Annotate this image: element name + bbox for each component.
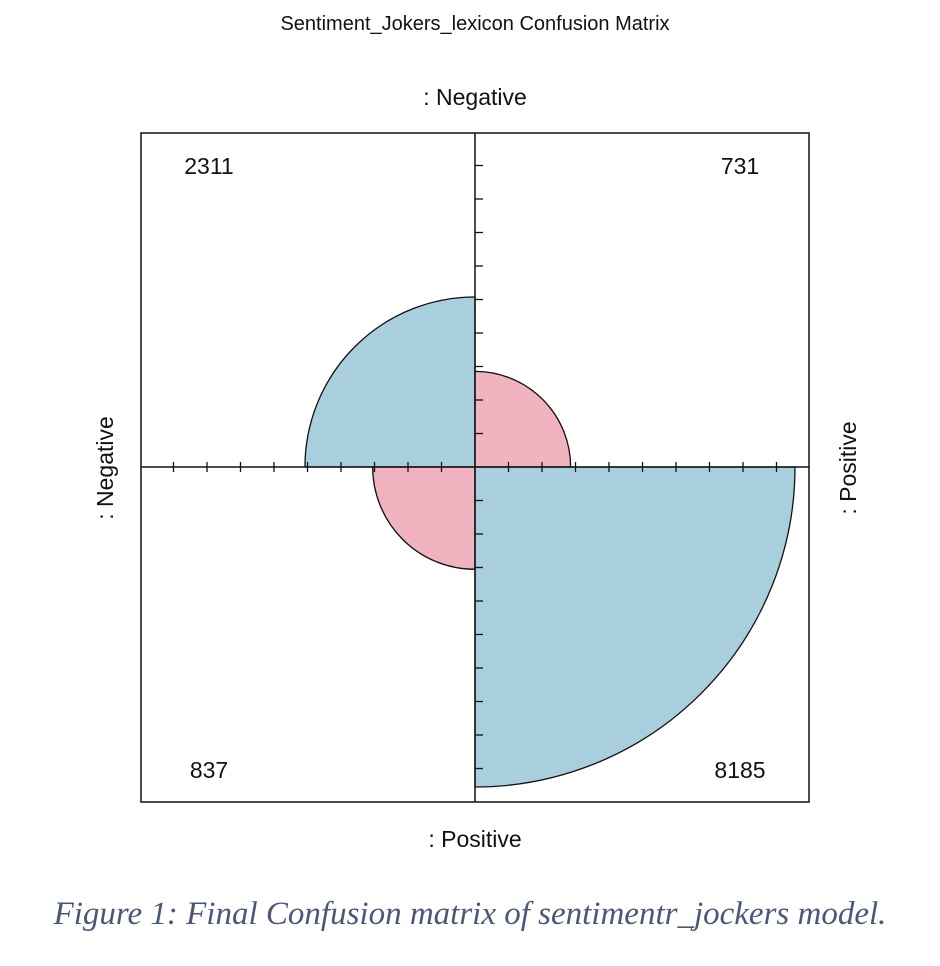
left-axis-label: : Negative — [92, 416, 118, 520]
right-axis-label: : Positive — [835, 421, 861, 514]
quarter-circle-top-left — [304, 296, 476, 468]
quarter-circle-bottom-right — [474, 466, 796, 788]
figure-caption: Figure 1: Final Confusion matrix of sent… — [53, 896, 887, 932]
cell-count-top-left: 2311 — [184, 153, 233, 179]
quarter-circle-bottom-left — [372, 466, 476, 570]
cell-count-bottom-left: 837 — [190, 757, 228, 783]
plot-area: 2311 731 837 8185 — [140, 132, 810, 803]
top-axis-label: : Negative — [423, 84, 527, 110]
confusion-matrix-figure: Sentiment_Jokers_lexicon Confusion Matri… — [92, 13, 861, 852]
bottom-axis-label: : Positive — [428, 826, 521, 852]
chart-title: Sentiment_Jokers_lexicon Confusion Matri… — [280, 13, 669, 35]
quarter-circle-top-right — [474, 370, 572, 468]
cell-count-top-right: 731 — [721, 153, 759, 179]
cell-count-bottom-right: 8185 — [714, 757, 765, 783]
